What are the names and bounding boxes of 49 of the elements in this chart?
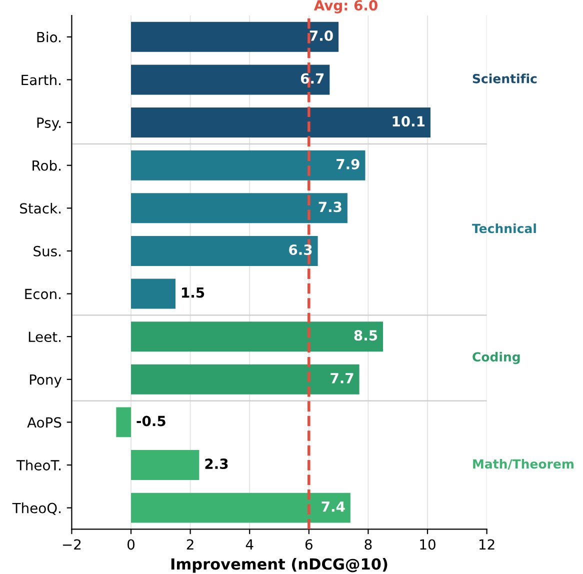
- x-tick-label: −2: [62, 539, 81, 550]
- bar: [116, 407, 132, 438]
- y-tick-label: Earth.: [22, 74, 60, 86]
- y-tick-label: Psy.: [37, 118, 60, 131]
- data-label: 7.9: [336, 158, 360, 170]
- x-axis-title: Improvement (nDCG@10): [171, 558, 388, 573]
- annotation: Coding: [472, 352, 520, 364]
- x-tick-label: 0: [128, 539, 135, 550]
- y-tick-label: Stack.: [20, 202, 60, 214]
- bar: [131, 322, 384, 352]
- annotation: Technical: [472, 224, 536, 234]
- data-label: 10.1: [392, 116, 425, 127]
- x-tick-label: 6: [305, 539, 312, 550]
- y-tick-label: Sus.: [34, 246, 60, 256]
- y-tick-label: Bio.: [37, 32, 60, 42]
- bar: [131, 150, 366, 180]
- bar: [131, 64, 330, 95]
- data-label: 7.4: [322, 502, 345, 512]
- x-tick-label: 8: [364, 539, 372, 550]
- y-tick-label: Rob.: [32, 160, 60, 171]
- y-tick-label: Econ.: [25, 288, 60, 300]
- ref-line-label: Avg: 6.0: [314, 0, 378, 14]
- y-tick-label: Pony: [30, 374, 62, 388]
- bar: [131, 108, 430, 138]
- y-tick-label: TheoQ.: [12, 502, 60, 515]
- bar: [131, 450, 200, 480]
- bar: [131, 364, 360, 394]
- bar: [131, 492, 350, 523]
- data-label: 2.3: [205, 458, 228, 470]
- bar: [131, 22, 339, 52]
- annotation: Scientific: [472, 74, 537, 84]
- data-label: 7.3: [318, 202, 342, 212]
- x-tick-label: 4: [246, 539, 254, 550]
- annotation: Math/Theorem: [473, 458, 574, 470]
- bar: [131, 278, 176, 309]
- y-tick-label: AoPS: [27, 417, 62, 428]
- y-tick-label: TheoT.: [16, 460, 60, 470]
- x-tick-label: 2: [186, 539, 194, 550]
- y-tick-label: Leet.: [28, 332, 60, 342]
- bar: [131, 236, 318, 266]
- data-label: 1.5: [182, 287, 204, 298]
- data-label: 8.5: [354, 330, 378, 341]
- data-label: 7.7: [330, 373, 354, 384]
- data-label: 6.7: [300, 73, 324, 84]
- data-label: -0.5: [136, 416, 166, 426]
- x-tick-label: 12: [479, 539, 494, 550]
- x-tick-label: 10: [420, 539, 436, 550]
- bar: [131, 193, 348, 224]
- data-label: 6.3: [289, 244, 312, 255]
